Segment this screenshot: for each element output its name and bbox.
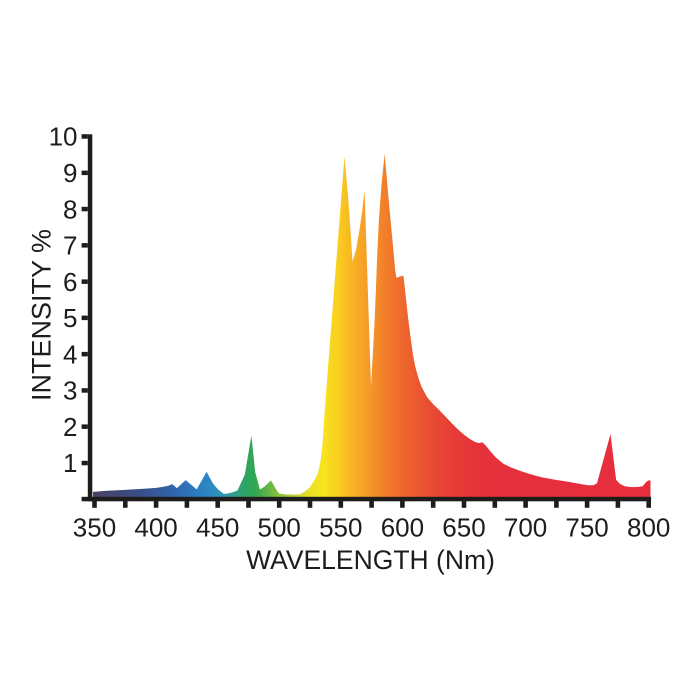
svg-text:3: 3 — [63, 376, 77, 406]
svg-text:600: 600 — [381, 513, 424, 543]
svg-text:800: 800 — [627, 513, 670, 543]
svg-text:9: 9 — [63, 158, 77, 188]
svg-text:700: 700 — [504, 513, 547, 543]
svg-text:500: 500 — [258, 513, 301, 543]
svg-text:4: 4 — [63, 339, 77, 369]
svg-text:550: 550 — [319, 513, 362, 543]
svg-text:400: 400 — [134, 513, 177, 543]
svg-text:350: 350 — [73, 513, 116, 543]
svg-text:1: 1 — [63, 448, 77, 478]
svg-text:5: 5 — [63, 303, 77, 333]
svg-text:8: 8 — [63, 194, 77, 224]
svg-text:750: 750 — [565, 513, 608, 543]
svg-text:450: 450 — [196, 513, 239, 543]
svg-text:6: 6 — [63, 267, 77, 297]
svg-text:INTENSITY %: INTENSITY % — [27, 229, 57, 401]
svg-text:2: 2 — [63, 412, 77, 442]
svg-text:7: 7 — [63, 231, 77, 261]
svg-text:10: 10 — [49, 122, 78, 152]
svg-text:650: 650 — [442, 513, 485, 543]
svg-text:WAVELENGTH (Nm): WAVELENGTH (Nm) — [246, 545, 495, 575]
